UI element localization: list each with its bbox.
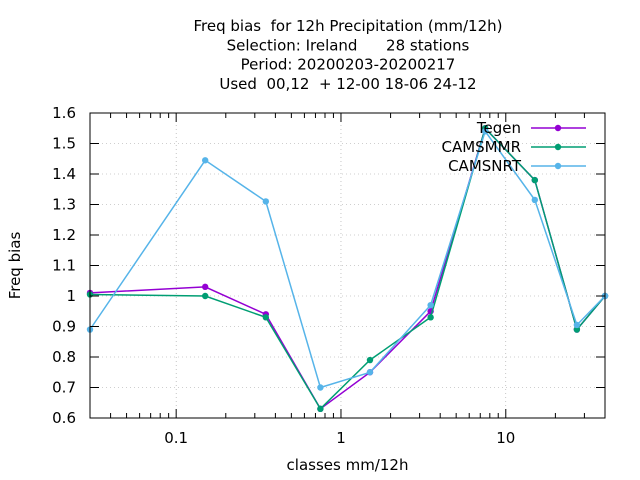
y-tick-label: 1.2 [52, 226, 76, 244]
title-line: Used 00,12 + 12-00 18-06 24-12 [219, 75, 476, 93]
y-tick-label: 1.3 [52, 196, 76, 214]
data-point-camsmmr [427, 314, 434, 321]
x-tick-label: 0.1 [164, 429, 188, 447]
data-point-camsnrt [481, 128, 489, 135]
y-tick-label: 1.5 [52, 135, 76, 153]
data-point-camsmmr [366, 356, 374, 364]
legend-marker [554, 124, 562, 132]
axes: 0.6 0.7 0.8 0.9 1 1.1 1.2 1.3 1.4 1.5 1.6 0.1 1 10 [52, 104, 606, 447]
y-tick-label: 1.4 [52, 165, 76, 183]
data-point-camsnrt [317, 384, 324, 391]
title-line: Freq bias for 12h Precipitation (mm/12h) [194, 17, 503, 35]
y-tick-label: 0.9 [52, 318, 76, 336]
legend-marker [554, 143, 562, 151]
y-tick-label: 0.7 [52, 379, 76, 397]
data-point-camsnrt [531, 196, 538, 204]
legend-label: CAMSNRT [448, 157, 522, 175]
data-point-camsnrt [201, 157, 209, 164]
series-line-camsmmr [89, 126, 606, 411]
series-lines [86, 125, 609, 413]
legend-label: CAMSMMR [441, 138, 521, 156]
legend-marker [554, 162, 562, 170]
y-tick-label: 1.6 [52, 104, 76, 122]
data-point-camsnrt [427, 301, 434, 309]
title-line: Selection: Ireland 28 stations [227, 36, 470, 54]
grid-lines [90, 113, 605, 418]
data-point-camsmmr [201, 292, 209, 300]
series-line-camsnrt [89, 129, 606, 389]
y-axis-label: Freq bias [6, 232, 24, 300]
plot-frame [89, 112, 606, 419]
series-line-tegen [89, 126, 606, 410]
y-tick-label: 0.6 [52, 409, 76, 427]
legend-label: Tegen [476, 119, 521, 137]
data-point-camsmmr [262, 314, 270, 321]
data-point-camsnrt [573, 321, 581, 329]
data-point-camsmmr [573, 326, 581, 333]
title-line: Period: 20200203-20200217 [241, 56, 456, 74]
chart-title: Freq bias for 12h Precipitation (mm/12h)… [194, 17, 503, 93]
data-point-tegen [201, 283, 209, 291]
data-point-camsnrt [262, 198, 270, 205]
x-axis-label: classes mm/12h [287, 456, 409, 474]
data-point-camsnrt [366, 369, 374, 376]
data-point-camsmmr [317, 405, 324, 413]
y-tick-label: 1 [66, 287, 76, 305]
y-tick-label: 1.1 [52, 257, 76, 275]
x-tick-label: 10 [496, 429, 515, 447]
data-point-camsmmr [531, 176, 538, 184]
x-tick-label: 1 [336, 429, 346, 447]
y-tick-label: 0.8 [52, 348, 76, 366]
